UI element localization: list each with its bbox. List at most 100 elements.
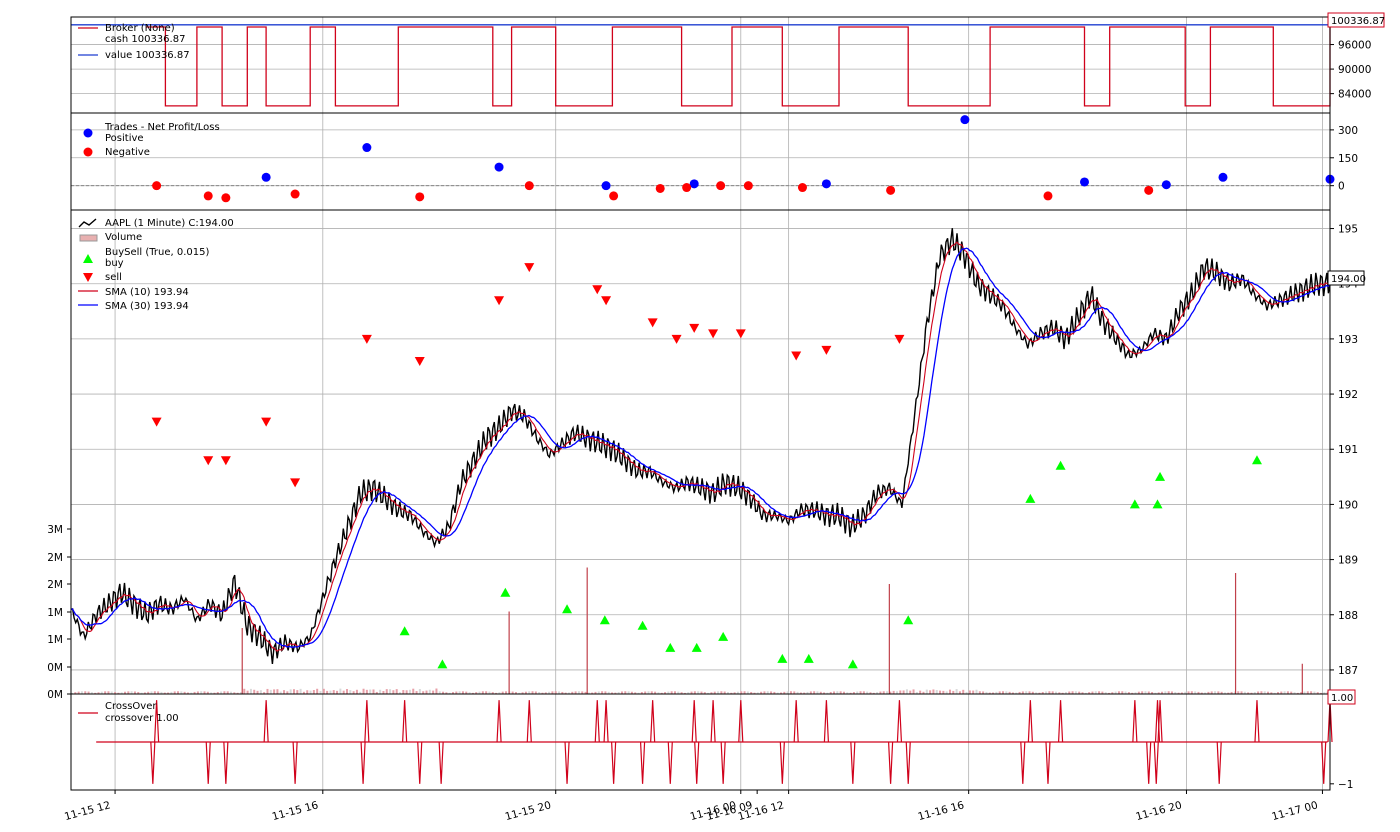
trade-negative-point — [797, 183, 807, 193]
crossover-spike-up — [364, 700, 370, 743]
volume-bar — [1240, 691, 1243, 694]
trade-positive-point — [689, 179, 699, 189]
volume-bar — [1015, 692, 1018, 694]
volume-bar — [1217, 691, 1220, 694]
volume-bar — [710, 692, 713, 694]
volume-bar — [345, 689, 348, 694]
buy-marker — [1155, 471, 1166, 481]
price-tick-label: 191 — [1338, 444, 1358, 456]
crossover-spike-up — [496, 700, 502, 743]
sell-marker — [689, 323, 700, 333]
volume-bar — [770, 691, 773, 694]
volume-bar — [842, 691, 845, 694]
trade-positive-point — [1079, 177, 1089, 187]
volume-bar — [1061, 692, 1064, 694]
volume-bar — [574, 691, 577, 694]
volume-bar — [1177, 692, 1180, 694]
volume-bar — [789, 691, 792, 694]
volume-bar — [922, 691, 925, 694]
volume-bar — [733, 692, 736, 694]
trade-negative-point — [682, 183, 692, 193]
volume-bar — [1018, 691, 1021, 694]
volume-bar — [617, 691, 620, 694]
volume-bar — [720, 691, 723, 694]
buy-marker — [500, 587, 511, 597]
volume-bar — [1296, 692, 1299, 694]
trade-positive-point — [960, 115, 970, 125]
volume-bar — [743, 691, 746, 694]
crossover-spike-down — [667, 741, 673, 784]
volume-bar — [1055, 691, 1058, 694]
volume-bar — [160, 691, 163, 694]
volume-bar — [1041, 691, 1044, 694]
volume-bar — [882, 691, 885, 694]
volume-bar — [1001, 691, 1004, 694]
buy-marker — [903, 615, 914, 625]
price-last-value: 194.00 — [1331, 274, 1366, 285]
volume-bar — [1290, 691, 1293, 694]
crossover-spike-down — [205, 741, 211, 784]
volume-bar — [1283, 691, 1286, 694]
volume-bar — [299, 688, 302, 694]
volume-bar — [673, 691, 676, 694]
volume-bar — [233, 692, 236, 694]
volume-bar — [1117, 691, 1120, 694]
trade-positive-point — [1218, 172, 1228, 182]
volume-bar — [150, 691, 153, 694]
volume-bar — [746, 691, 749, 694]
crossover-spike-up — [263, 700, 269, 743]
volume-bar — [253, 689, 256, 694]
volume-bar — [809, 691, 812, 694]
volume-bar — [478, 691, 481, 694]
volume-bar — [97, 692, 100, 694]
volume-bar — [690, 691, 693, 694]
sell-marker — [261, 417, 272, 427]
crossover-spike-down — [1216, 741, 1222, 784]
x-tick-label: 11-16 20 — [1135, 799, 1184, 823]
volume-bar — [177, 691, 180, 694]
volume-bar — [203, 691, 206, 694]
volume-bar — [117, 692, 120, 694]
buy-marker — [847, 659, 858, 669]
volume-bar — [1154, 692, 1157, 694]
volume-bar — [763, 691, 766, 694]
volume-bar — [945, 691, 948, 694]
volume-bar — [445, 692, 448, 694]
crossover-spike-up — [823, 700, 829, 743]
volume-bar — [823, 692, 826, 694]
trades-panel-frame — [70, 112, 1331, 211]
volume-bar — [286, 691, 289, 694]
volume-bar — [1031, 691, 1034, 694]
volume-bar — [365, 689, 368, 694]
volume-bar — [554, 691, 557, 694]
volume-bar — [713, 691, 716, 694]
sell-marker — [791, 351, 802, 361]
sell-marker — [894, 334, 905, 344]
x-tick-label: 11-15 20 — [504, 799, 553, 823]
volume-bar — [289, 689, 292, 694]
sma-10-line — [70, 241, 1331, 652]
volume-bar — [1214, 691, 1217, 694]
volume-bar — [1184, 691, 1187, 694]
crossover-spike-down — [417, 741, 423, 784]
volume-bar — [707, 692, 710, 694]
volume-bar — [180, 691, 183, 694]
volume-bar — [730, 692, 733, 694]
volume-bar — [84, 691, 87, 694]
crossover-spike-down — [905, 741, 911, 784]
sell-legend-swatch — [83, 273, 93, 282]
sell-marker — [671, 334, 682, 344]
volume-bar — [147, 691, 150, 694]
price-tick-label: 192 — [1338, 389, 1358, 401]
volume-bar — [379, 689, 382, 694]
volume-bar — [819, 691, 822, 694]
volume-bar — [518, 692, 521, 694]
volume-bar — [213, 692, 216, 694]
volume-bar — [193, 691, 196, 694]
volume-bar — [1164, 691, 1167, 694]
volume-bar — [375, 691, 378, 694]
volume-bar — [756, 692, 759, 694]
volume-bar — [1141, 691, 1144, 694]
volume-bar — [886, 691, 889, 694]
volume-bar — [1303, 691, 1306, 694]
